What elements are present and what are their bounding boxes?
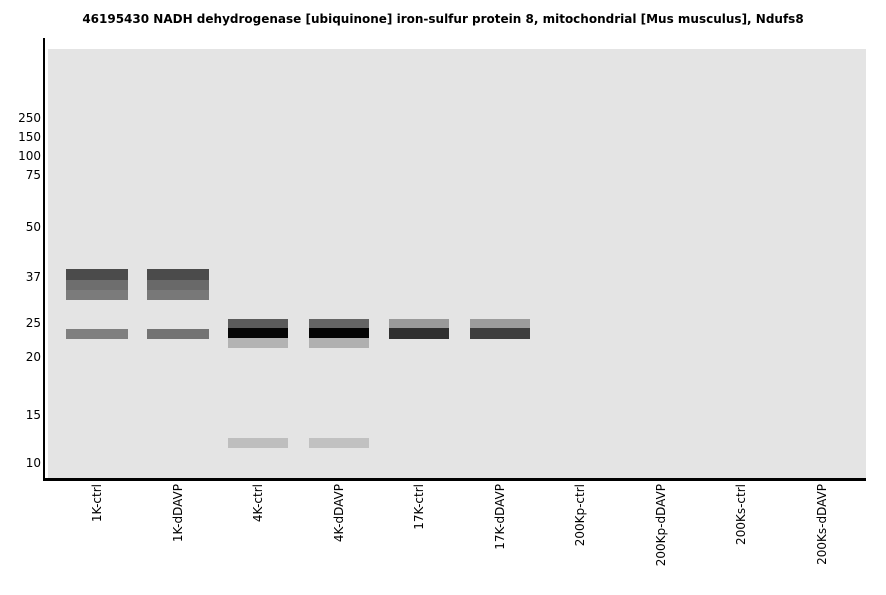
x-axis-line <box>43 478 866 481</box>
mw-marker-label: 50 <box>25 220 41 234</box>
mw-marker-label: 75 <box>25 168 41 182</box>
band-strip <box>309 438 369 448</box>
lane-label: 17K-dDAVP <box>492 484 507 550</box>
band-strip <box>389 319 449 328</box>
lane-label: 200Ks-dDAVP <box>814 484 829 565</box>
band-strip <box>66 290 128 300</box>
mw-marker-label: 15 <box>25 408 41 422</box>
band-strip <box>228 319 288 328</box>
lane-label: 200Kp-ctrl <box>573 484 587 547</box>
band-strip <box>309 338 369 348</box>
mw-marker-label: 37 <box>25 270 41 284</box>
band-strip <box>147 269 209 280</box>
band-strip <box>228 338 288 348</box>
band-strip <box>147 290 209 300</box>
band-strip <box>309 319 369 328</box>
band-strip <box>228 438 288 448</box>
band-strip <box>147 329 209 339</box>
lane-label: 200Kp-dDAVP <box>653 484 668 567</box>
band-strip <box>66 269 128 280</box>
mw-marker-label: 250 <box>18 111 41 125</box>
band-strip <box>228 328 288 338</box>
y-axis-line <box>43 38 45 481</box>
lane-label: 1K-ctrl <box>90 484 104 523</box>
chart-title: 46195430 NADH dehydrogenase [ubiquinone]… <box>82 12 804 26</box>
band-strip <box>470 319 530 328</box>
lane-label: 4K-ctrl <box>251 484 265 523</box>
plot-area <box>48 49 866 478</box>
band-strip <box>309 328 369 338</box>
band-strip <box>66 329 128 339</box>
mw-marker-label: 10 <box>25 456 41 470</box>
band-strip <box>66 280 128 290</box>
mw-marker-label: 25 <box>25 316 41 330</box>
band-strip <box>470 328 530 339</box>
lane-label: 1K-dDAVP <box>170 484 185 543</box>
mw-marker-label: 20 <box>25 350 41 364</box>
mw-marker-label: 100 <box>18 149 41 163</box>
mw-marker-label: 150 <box>18 130 41 144</box>
lane-label: 200Ks-ctrl <box>734 484 748 545</box>
lane-label: 4K-dDAVP <box>331 484 346 543</box>
band-strip <box>389 328 449 339</box>
lane-label: 17K-ctrl <box>412 484 426 530</box>
band-strip <box>147 280 209 290</box>
